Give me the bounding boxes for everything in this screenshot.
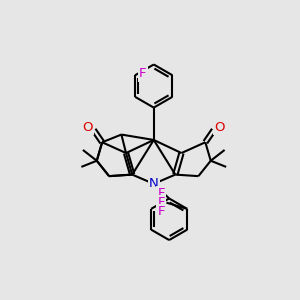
Text: F: F: [158, 187, 165, 200]
Text: O: O: [215, 121, 225, 134]
Text: F: F: [139, 67, 146, 80]
Text: F: F: [158, 206, 165, 218]
Text: O: O: [82, 121, 93, 134]
Text: F: F: [158, 196, 165, 209]
Text: N: N: [149, 177, 159, 190]
